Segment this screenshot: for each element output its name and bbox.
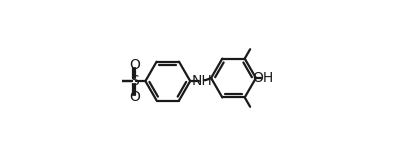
Text: NH: NH <box>192 74 212 88</box>
Text: S: S <box>130 74 138 88</box>
Text: O: O <box>129 90 140 104</box>
Text: O: O <box>129 58 140 72</box>
Text: OH: OH <box>253 71 274 85</box>
